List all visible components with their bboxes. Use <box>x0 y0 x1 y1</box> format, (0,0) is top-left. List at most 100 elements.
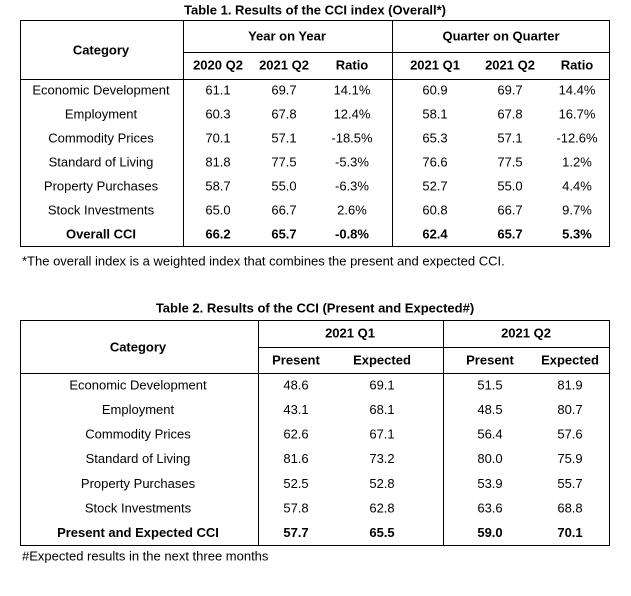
row-label: Property Purchases <box>44 178 159 193</box>
cell: 48.5 <box>477 402 502 417</box>
cell: 81.6 <box>283 451 308 466</box>
cell: 58.1 <box>422 106 447 121</box>
cell: 62.6 <box>283 427 308 442</box>
cell: 57.8 <box>283 500 308 515</box>
cell: 16.7% <box>559 106 596 121</box>
cell: -5.3% <box>335 154 369 169</box>
cell: 62.8 <box>369 500 394 515</box>
table-title: Table 2. Results of the CCI (Present and… <box>156 300 474 315</box>
cell: 57.1 <box>497 130 522 145</box>
cell: 69.1 <box>369 377 394 392</box>
row-label: Present and Expected CCI <box>57 525 219 540</box>
cell: 66.2 <box>205 226 230 241</box>
cell: 75.9 <box>557 451 582 466</box>
cell: 52.5 <box>283 476 308 491</box>
row-label: Overall CCI <box>66 226 136 241</box>
cell: 65.5 <box>369 525 394 540</box>
cell: 60.8 <box>422 202 447 217</box>
cell: 5.3% <box>562 226 592 241</box>
cell: 81.8 <box>205 154 230 169</box>
column-header: Expected <box>541 352 599 367</box>
cell: 55.7 <box>557 476 582 491</box>
cell: 56.4 <box>477 427 502 442</box>
cell: 67.1 <box>369 427 394 442</box>
cell: 14.4% <box>559 82 596 97</box>
cell: -6.3% <box>335 178 369 193</box>
column-header: Expected <box>353 352 411 367</box>
cell: 14.1% <box>334 82 371 97</box>
cell: 53.9 <box>477 476 502 491</box>
column-header: Ratio <box>336 57 369 72</box>
cell: 1.2% <box>562 154 592 169</box>
cell: 60.3 <box>205 106 230 121</box>
cell: 70.1 <box>557 525 582 540</box>
row-label: Employment <box>65 106 138 121</box>
cell: 57.1 <box>271 130 296 145</box>
row-label: Standard of Living <box>49 154 154 169</box>
cell: 69.7 <box>497 82 522 97</box>
cell: 65.7 <box>271 226 296 241</box>
cell: 9.7% <box>562 202 592 217</box>
cell: 60.9 <box>422 82 447 97</box>
cell: 4.4% <box>562 178 592 193</box>
cell: 58.7 <box>205 178 230 193</box>
cell: -18.5% <box>331 130 373 145</box>
cell: 80.7 <box>557 402 582 417</box>
cell: 12.4% <box>334 106 371 121</box>
row-label: Commodity Prices <box>85 427 191 442</box>
column-header: 2021 Q2 <box>485 57 535 72</box>
column-header: Present <box>272 352 320 367</box>
group-header: 2021 Q1 <box>325 325 375 340</box>
footnote: *The overall index is a weighted index t… <box>22 253 505 268</box>
column-header: 2021 Q1 <box>410 57 460 72</box>
row-label: Commodity Prices <box>48 130 154 145</box>
table2-border <box>20 320 610 546</box>
row-label: Stock Investments <box>48 202 155 217</box>
cell: 2.6% <box>337 202 367 217</box>
cell: 59.0 <box>477 525 502 540</box>
cell: 57.7 <box>283 525 308 540</box>
row-label: Employment <box>102 402 175 417</box>
cell: 65.3 <box>422 130 447 145</box>
cell: 57.6 <box>557 427 582 442</box>
column-header: 2020 Q2 <box>193 57 243 72</box>
cell: 68.1 <box>369 402 394 417</box>
cell: 52.8 <box>369 476 394 491</box>
cell: 67.8 <box>497 106 522 121</box>
column-header: Present <box>466 352 514 367</box>
cell: 63.6 <box>477 500 502 515</box>
cell: 76.6 <box>422 154 447 169</box>
cell: 48.6 <box>283 377 308 392</box>
cell: 61.1 <box>205 82 230 97</box>
cell: 66.7 <box>271 202 296 217</box>
row-label: Economic Development <box>32 82 170 97</box>
cell: 69.7 <box>271 82 296 97</box>
cell: -12.6% <box>556 130 598 145</box>
cell: -0.8% <box>335 226 369 241</box>
group-header: 2021 Q2 <box>501 325 551 340</box>
header-cell: Category <box>110 339 167 354</box>
cell: 77.5 <box>497 154 522 169</box>
cell: 51.5 <box>477 377 502 392</box>
row-label: Stock Investments <box>85 500 192 515</box>
row-label: Standard of Living <box>86 451 191 466</box>
row-label: Economic Development <box>69 377 207 392</box>
cell: 80.0 <box>477 451 502 466</box>
cell: 55.0 <box>497 178 522 193</box>
row-label: Property Purchases <box>81 476 196 491</box>
table1-border <box>20 20 610 247</box>
cell: 68.8 <box>557 500 582 515</box>
cell: 65.7 <box>497 226 522 241</box>
table-title: Table 1. Results of the CCI index (Overa… <box>184 2 446 17</box>
cell: 67.8 <box>271 106 296 121</box>
cell: 66.7 <box>497 202 522 217</box>
cell: 81.9 <box>557 377 582 392</box>
column-header: 2021 Q2 <box>259 57 309 72</box>
header-cell: Category <box>73 42 130 57</box>
cell: 65.0 <box>205 202 230 217</box>
group-header: Quarter on Quarter <box>442 28 559 43</box>
cell: 73.2 <box>369 451 394 466</box>
cell: 55.0 <box>271 178 296 193</box>
column-header: Ratio <box>561 57 594 72</box>
